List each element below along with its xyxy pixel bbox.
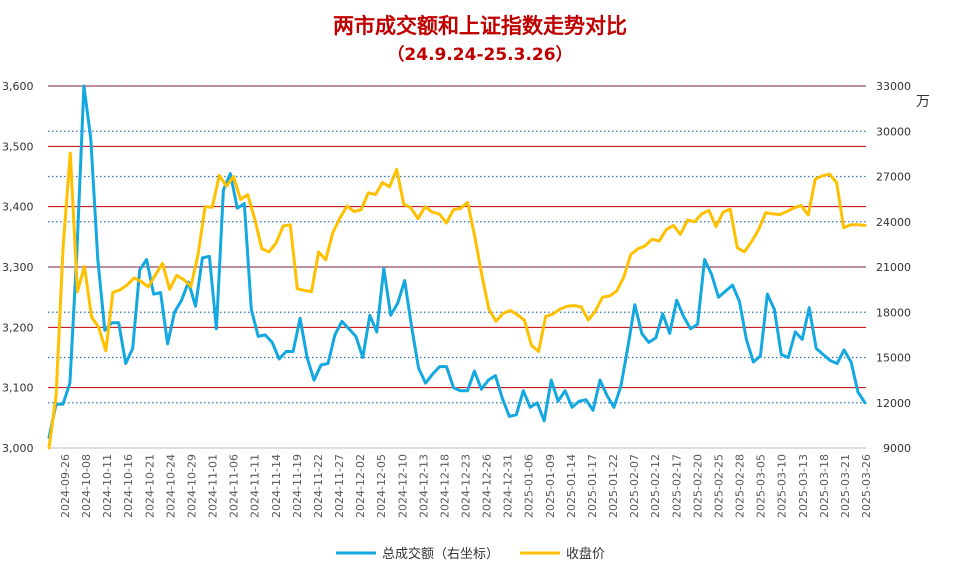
left-tick-label: 3,300: [2, 261, 34, 274]
gridlines: [48, 85, 866, 404]
x-tick-label: 2024-11-06: [228, 454, 241, 518]
x-axis-ticks: 2024-09-26 2024-10-08 2024-10-11 2024-10-16…: [59, 454, 873, 518]
x-tick-label: 2025-03-26: [860, 454, 873, 518]
right-tick-label: 15000: [876, 352, 911, 365]
right-tick-label: 27000: [876, 171, 911, 184]
x-tick-label: 2024-12-26: [481, 454, 494, 518]
x-tick-label: 2024-12-18: [438, 454, 451, 518]
x-tick-label: 2025-03-13: [797, 454, 810, 518]
right-tick-label: 33000: [876, 80, 911, 93]
right-axis-ticks: 9000 12000 15000 18000 21000 24000 27000 30000 3…: [876, 80, 911, 455]
right-tick-label: 9000: [883, 442, 911, 455]
chart-title: 两市成交额和上证指数走势对比: [333, 14, 627, 38]
x-tick-label: 2024-10-16: [122, 454, 135, 518]
legend: 总成交额（右坐标） 收盘价: [336, 546, 605, 562]
x-tick-label: 2025-01-17: [586, 454, 599, 518]
left-tick-label: 3,200: [2, 321, 34, 334]
x-tick-label: 2025-01-06: [523, 454, 536, 518]
right-tick-label: 18000: [876, 306, 911, 319]
right-tick-label: 21000: [876, 261, 911, 274]
x-tick-label: 2024-12-23: [460, 454, 473, 518]
right-axis-unit: 万: [916, 94, 930, 110]
x-tick-label: 2024-10-24: [164, 454, 177, 518]
x-tick-label: 2025-03-18: [818, 454, 831, 518]
x-tick-label: 2025-02-12: [649, 454, 662, 518]
x-tick-label: 2024-11-27: [333, 454, 346, 518]
series-line-volume: [47, 84, 867, 439]
x-tick-label: 2024-12-05: [375, 454, 388, 518]
x-tick-label: 2025-03-10: [776, 454, 789, 518]
x-tick-label: 2024-11-11: [249, 454, 262, 518]
left-tick-label: 3,000: [2, 442, 34, 455]
x-tick-label: 2024-10-11: [101, 454, 114, 518]
x-tick-label: 2024-10-08: [80, 454, 93, 518]
series-lines: [47, 84, 867, 450]
x-tick-label: 2024-09-26: [59, 454, 72, 518]
left-tick-label: 3,400: [2, 201, 34, 214]
left-axis-ticks: 3,000 3,100 3,200 3,300 3,400 3,500 3,600: [2, 80, 34, 455]
legend-label-close: 收盘价: [566, 546, 605, 562]
x-tick-label: 2025-01-14: [565, 454, 578, 518]
legend-label-volume: 总成交额（右坐标）: [382, 546, 499, 562]
right-tick-label: 24000: [876, 216, 911, 229]
x-tick-label: 2024-11-22: [312, 454, 325, 518]
x-tick-label: 2025-03-21: [839, 454, 852, 518]
x-tick-label: 2025-02-25: [712, 454, 725, 518]
x-tick-label: 2024-11-19: [291, 454, 304, 518]
x-tick-label: 2024-11-14: [270, 454, 283, 518]
right-tick-label: 30000: [876, 125, 911, 138]
series-line-close: [47, 151, 867, 450]
x-tick-label: 2025-02-07: [628, 454, 641, 518]
chart-subtitle: （24.9.24-25.3.26）: [387, 45, 573, 65]
left-tick-label: 3,500: [2, 140, 34, 153]
x-tick-label: 2025-01-09: [544, 454, 557, 518]
x-tick-label: 2024-10-21: [143, 454, 156, 518]
x-tick-label: 2024-10-29: [185, 454, 198, 518]
x-tick-label: 2024-12-31: [502, 454, 515, 518]
x-tick-label: 2025-02-28: [734, 454, 747, 518]
x-tick-label: 2024-12-13: [417, 454, 430, 518]
x-tick-label: 2025-01-22: [607, 454, 620, 518]
x-tick-label: 2025-02-17: [670, 454, 683, 518]
x-tick-label: 2025-03-05: [755, 454, 768, 518]
x-tick-label: 2024-12-02: [354, 454, 367, 518]
left-tick-label: 3,100: [2, 382, 34, 395]
x-tick-label: 2025-02-20: [691, 454, 704, 518]
x-tick-label: 2024-11-01: [207, 454, 220, 518]
left-tick-label: 3,600: [2, 80, 34, 93]
right-tick-label: 12000: [876, 397, 911, 410]
x-tick-label: 2024-12-10: [396, 454, 409, 518]
